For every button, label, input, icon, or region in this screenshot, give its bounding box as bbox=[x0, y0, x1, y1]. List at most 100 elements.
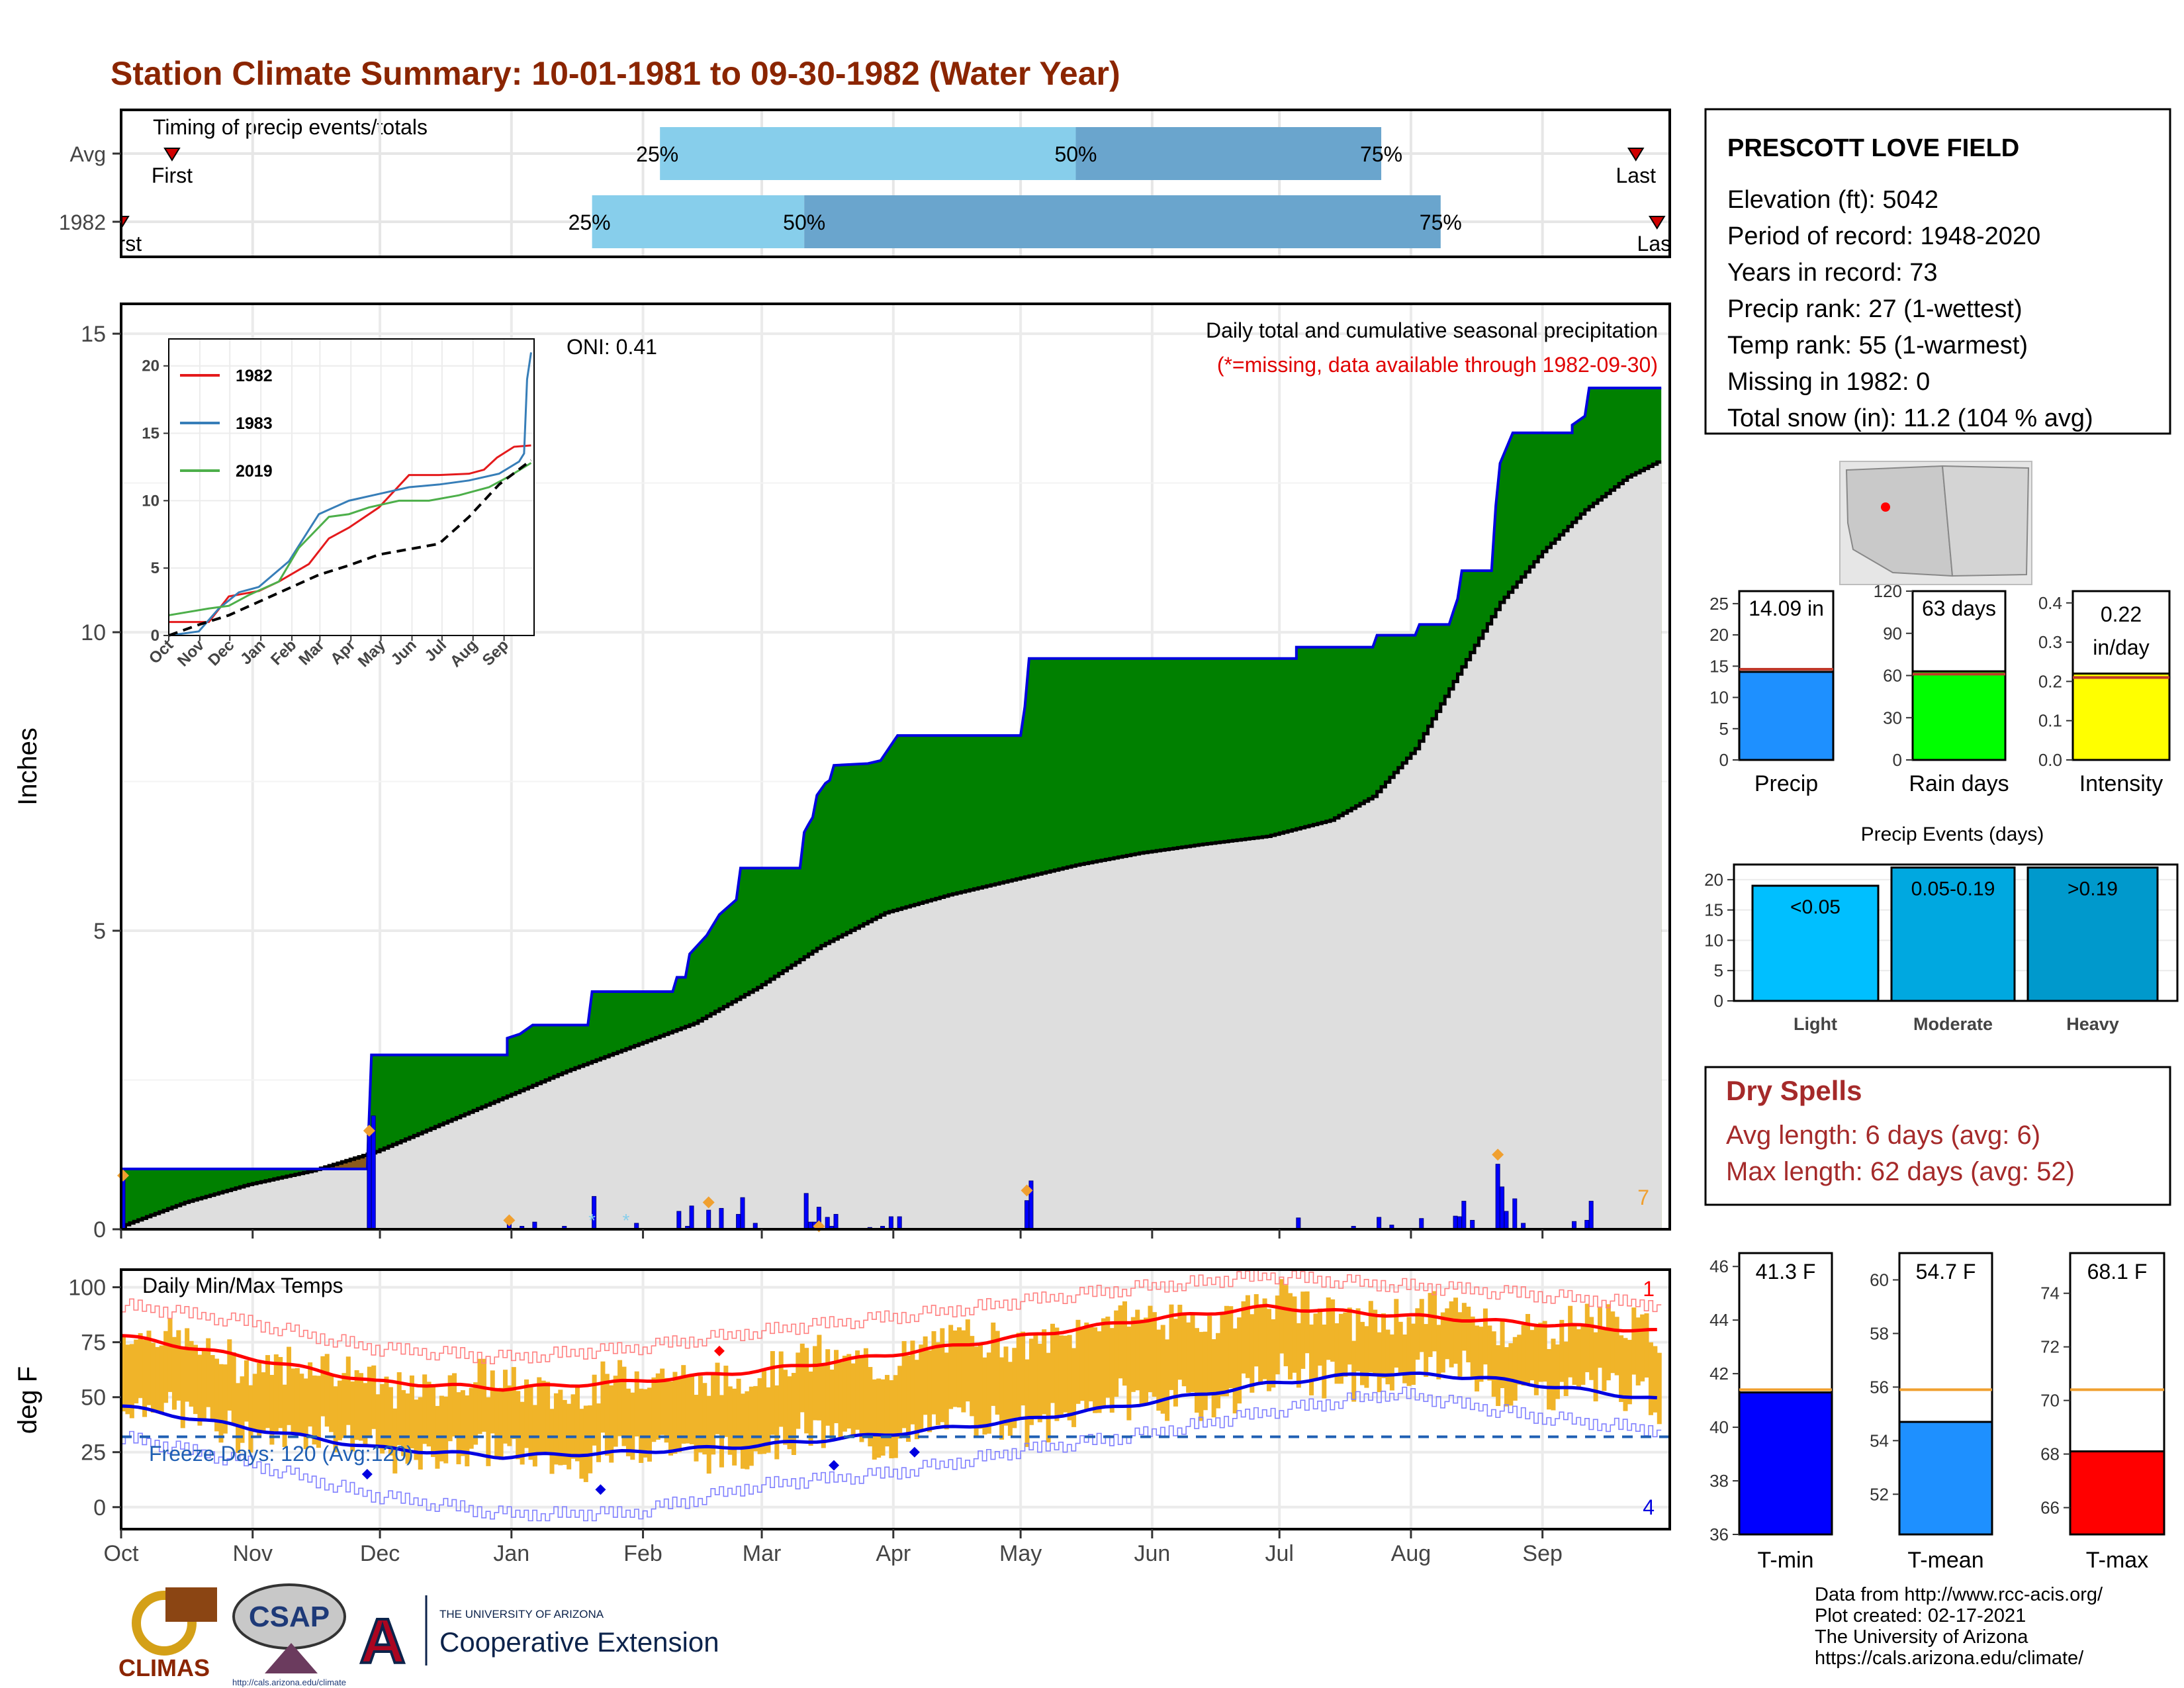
daily-temp-bar bbox=[1071, 1348, 1077, 1427]
daily-temp-bar bbox=[901, 1340, 907, 1429]
daily-temp-bar bbox=[1512, 1336, 1518, 1401]
daily-precip-bar bbox=[897, 1216, 902, 1230]
temp-summary-y-tick-label: 66 bbox=[2040, 1498, 2060, 1518]
temp-y-tick-label: 0 bbox=[93, 1495, 106, 1521]
daily-precip-bar bbox=[1500, 1186, 1505, 1230]
temp-y-tick-label: 75 bbox=[81, 1331, 106, 1356]
average-cumulative-line bbox=[121, 460, 1662, 1228]
timing-p25-label: 25% bbox=[569, 211, 611, 234]
daily-temp-bar bbox=[350, 1381, 355, 1452]
daily-temp-bar bbox=[1593, 1332, 1598, 1402]
daily-temp-bar bbox=[1525, 1313, 1531, 1384]
daily-temp-bar bbox=[1533, 1326, 1539, 1395]
daily-temp-bar bbox=[991, 1322, 996, 1406]
events-y-tick-label: 0 bbox=[1714, 991, 1723, 1011]
daily-temp-bar bbox=[1173, 1319, 1178, 1407]
month-tick-label: May bbox=[999, 1541, 1042, 1566]
event-bar-label: >0.19 bbox=[2068, 878, 2118, 900]
daily-temp-bar bbox=[1551, 1338, 1556, 1411]
summary-y-tick-label: 0.0 bbox=[2038, 750, 2062, 770]
daily-temp-bar bbox=[431, 1385, 436, 1458]
daily-temp-bar bbox=[125, 1344, 130, 1415]
daily-temp-bar bbox=[337, 1380, 342, 1440]
event-bar bbox=[1751, 884, 1880, 1002]
daily-temp-bar bbox=[1122, 1301, 1127, 1386]
daily-precip-bar bbox=[740, 1197, 745, 1230]
daily-temp-bar bbox=[880, 1379, 886, 1456]
inset-legend-label: 2019 bbox=[236, 462, 273, 481]
daily-temp-bar bbox=[516, 1391, 521, 1460]
daily-temp-bar bbox=[1563, 1341, 1569, 1396]
temp-summary-y-tick-label: 58 bbox=[1870, 1323, 1889, 1343]
daily-temp-bar bbox=[863, 1348, 868, 1438]
daily-temp-bar bbox=[940, 1328, 945, 1423]
daily-temp-bar bbox=[1050, 1323, 1056, 1403]
temp-summary-category-label: T-mean bbox=[1907, 1548, 1983, 1573]
ua-small-text: THE UNIVERSITY OF ARIZONA bbox=[439, 1608, 604, 1620]
precip-event-marker bbox=[1021, 1184, 1033, 1197]
daily-temp-bar bbox=[269, 1374, 275, 1445]
daily-temp-bar bbox=[1360, 1321, 1365, 1385]
summary-y-tick-label: 15 bbox=[1709, 656, 1729, 676]
daily-temp-bar bbox=[1410, 1323, 1416, 1385]
daily-temp-bar bbox=[1253, 1294, 1259, 1367]
summary-bars: 0 5 10 15 20 25 14.09 in Precip 0 30 60 90 120 63 day… bbox=[1709, 581, 2171, 796]
daily-temp-bar bbox=[303, 1378, 308, 1450]
daily-temp-bar bbox=[745, 1391, 750, 1470]
daily-temp-bar bbox=[261, 1372, 266, 1434]
daily-temp-bar bbox=[1355, 1308, 1361, 1372]
daily-temp-bar bbox=[749, 1386, 754, 1466]
daily-temp-bar bbox=[1220, 1312, 1225, 1397]
daily-precip-bar bbox=[676, 1211, 682, 1230]
dry-spells-title: Dry Spells bbox=[1726, 1075, 1862, 1106]
summary-bar bbox=[1911, 670, 2007, 761]
daily-temp-bar bbox=[1169, 1304, 1174, 1390]
timing-p75-label: 75% bbox=[1360, 142, 1402, 166]
inset-y-tick-label: 15 bbox=[142, 425, 159, 443]
temp-summary-y-tick-label: 60 bbox=[1870, 1270, 1889, 1289]
daily-temp-bar bbox=[766, 1387, 771, 1453]
cumulative-1982-line bbox=[121, 387, 1662, 1170]
inset-legend: 1982 1983 2019 bbox=[180, 367, 273, 481]
timing-p25-label: 25% bbox=[636, 142, 678, 166]
temp-summary-bar bbox=[1738, 1391, 1833, 1536]
daily-temp-bar bbox=[796, 1352, 801, 1429]
temp-summary-y-tick-label: 38 bbox=[1709, 1471, 1729, 1491]
daily-temp-bar bbox=[418, 1397, 423, 1470]
station-detail-line: Missing in 1982: 0 bbox=[1727, 368, 1930, 396]
daily-temp-bar bbox=[812, 1346, 817, 1421]
daily-temp-bar bbox=[549, 1409, 555, 1474]
daily-temp-bar bbox=[452, 1373, 457, 1437]
daily-temp-bar bbox=[1589, 1317, 1594, 1380]
daily-temp-bar bbox=[850, 1363, 856, 1435]
daily-precip-bar bbox=[1377, 1217, 1382, 1230]
daily-temp-bar bbox=[579, 1409, 584, 1479]
daily-temp-bar bbox=[465, 1395, 470, 1467]
summary-value-label: in/day bbox=[2093, 635, 2149, 659]
daily-temp-bar bbox=[1338, 1313, 1343, 1384]
daily-temp-bar bbox=[1322, 1324, 1327, 1399]
daily-temp-bar bbox=[1144, 1317, 1149, 1405]
daily-temp-bar bbox=[1432, 1291, 1437, 1352]
events-frame bbox=[1733, 863, 2179, 1002]
daily-precip-bar bbox=[719, 1207, 724, 1230]
daily-temp-bar bbox=[825, 1349, 831, 1426]
daily-temp-bar bbox=[711, 1372, 716, 1455]
daily-temp-bar bbox=[155, 1346, 160, 1411]
daily-temp-bar bbox=[295, 1368, 300, 1433]
daily-temp-bar bbox=[481, 1358, 486, 1432]
daily-temp-bar bbox=[1033, 1333, 1038, 1417]
daily-temp-bar bbox=[1648, 1342, 1653, 1415]
daily-temp-bar bbox=[316, 1376, 321, 1448]
daily-temp-bar bbox=[252, 1374, 257, 1432]
month-tick-label: Aug bbox=[1391, 1541, 1432, 1566]
daily-temp-bar bbox=[1114, 1310, 1119, 1397]
daily-temp-bar bbox=[142, 1340, 148, 1417]
daily-temp-bar bbox=[236, 1383, 241, 1453]
csap-logo: CSAP http://cals.arizona.edu/climate bbox=[232, 1583, 346, 1687]
daily-temp-bar bbox=[1101, 1318, 1106, 1407]
daily-temp-bar bbox=[944, 1352, 949, 1430]
inset-plot bbox=[168, 352, 532, 637]
temp-summary-y-tick-label: 42 bbox=[1709, 1364, 1729, 1383]
temp-summary-category-label: T-min bbox=[1758, 1548, 1814, 1573]
